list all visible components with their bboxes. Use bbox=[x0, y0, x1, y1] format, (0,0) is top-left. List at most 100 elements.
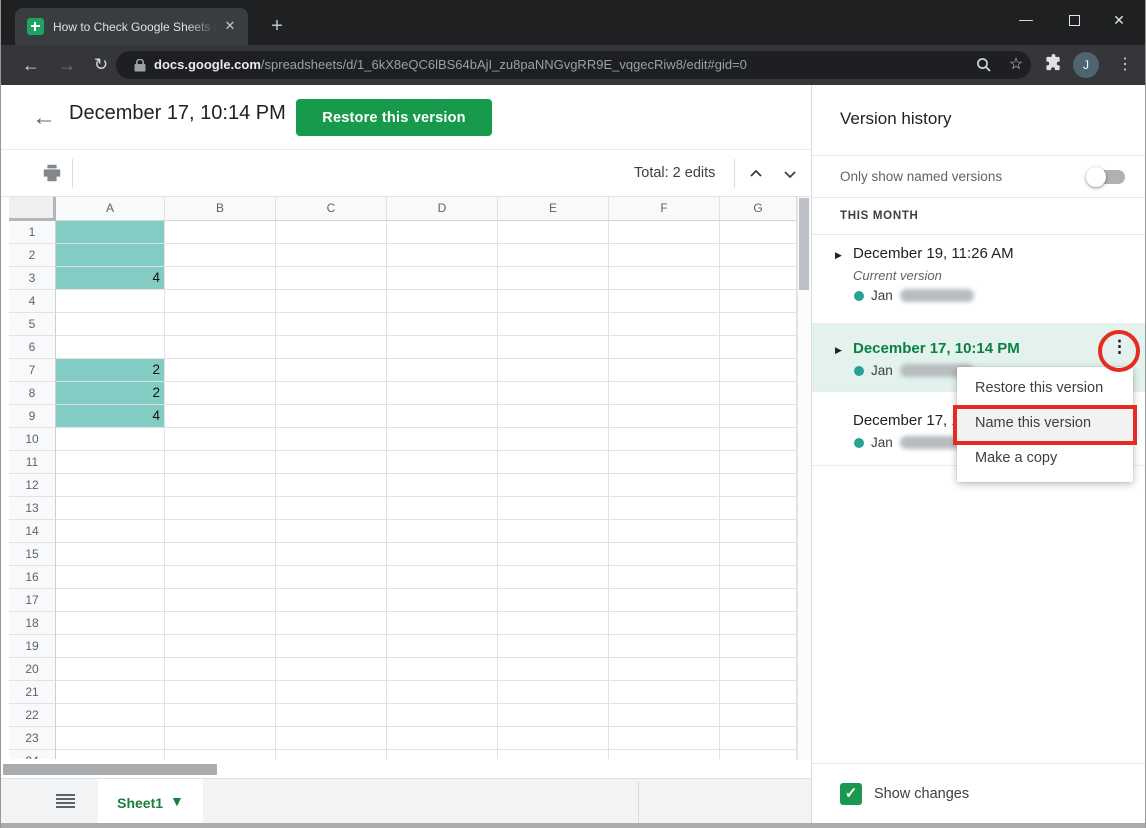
cell-F16 bbox=[609, 566, 720, 589]
row-header-20[interactable]: 20 bbox=[9, 658, 56, 681]
window-minimize-button[interactable]: — bbox=[1019, 11, 1033, 27]
author-name: Jan bbox=[871, 363, 893, 378]
row-header-8[interactable]: 8 bbox=[9, 382, 56, 405]
author-name: Jan bbox=[871, 288, 893, 303]
cell-C3 bbox=[276, 267, 387, 290]
show-changes-checkbox[interactable]: ✓ bbox=[840, 783, 862, 805]
previous-edit-icon[interactable] bbox=[744, 162, 768, 186]
row-header-13[interactable]: 13 bbox=[9, 497, 56, 520]
grid-row: 6 bbox=[9, 336, 797, 359]
cell-B24 bbox=[165, 750, 276, 759]
column-header-F[interactable]: F bbox=[609, 197, 720, 221]
zoom-icon[interactable] bbox=[976, 57, 992, 78]
print-icon[interactable] bbox=[41, 162, 63, 189]
back-icon[interactable]: ← bbox=[22, 55, 40, 75]
cell-D19 bbox=[387, 635, 498, 658]
address-bar[interactable]: docs.google.com/spreadsheets/d/1_6kX8eQC… bbox=[116, 51, 1031, 79]
cell-A11 bbox=[56, 451, 165, 474]
row-header-17[interactable]: 17 bbox=[9, 589, 56, 612]
row-header-23[interactable]: 23 bbox=[9, 727, 56, 750]
row-header-7[interactable]: 7 bbox=[9, 359, 56, 382]
menu-item-name-version[interactable]: Name this version bbox=[957, 406, 1133, 441]
extensions-icon[interactable] bbox=[1044, 54, 1063, 78]
cell-E11 bbox=[498, 451, 609, 474]
author-name-redacted bbox=[899, 364, 974, 377]
cell-E14 bbox=[498, 520, 609, 543]
horizontal-scrollbar-thumb[interactable] bbox=[3, 764, 217, 775]
expand-triangle-icon[interactable]: ▶ bbox=[835, 250, 842, 260]
column-header-C[interactable]: C bbox=[276, 197, 387, 221]
cell-C5 bbox=[276, 313, 387, 336]
row-header-4[interactable]: 4 bbox=[9, 290, 56, 313]
cell-E22 bbox=[498, 704, 609, 727]
row-header-14[interactable]: 14 bbox=[9, 520, 56, 543]
cell-D14 bbox=[387, 520, 498, 543]
new-tab-button[interactable]: + bbox=[271, 15, 283, 37]
row-header-19[interactable]: 19 bbox=[9, 635, 56, 658]
back-arrow-icon[interactable]: ← bbox=[32, 104, 56, 131]
bookmark-star-icon[interactable]: ☆ bbox=[1008, 56, 1024, 73]
named-versions-toggle[interactable] bbox=[1086, 167, 1125, 187]
cell-A8: 2 bbox=[56, 382, 165, 405]
version-item-current[interactable]: ▶ December 19, 11:26 AM Current version … bbox=[812, 235, 1145, 324]
all-sheets-icon[interactable] bbox=[56, 794, 75, 808]
cell-G2 bbox=[720, 244, 797, 267]
author-name-redacted bbox=[899, 289, 974, 302]
window-close-button[interactable]: ✕ bbox=[1113, 12, 1125, 28]
row-header-18[interactable]: 18 bbox=[9, 612, 56, 635]
row-header-12[interactable]: 12 bbox=[9, 474, 56, 497]
browser-tab[interactable]: How to Check Google Sheets Edi ✕ bbox=[15, 8, 248, 45]
column-header-G[interactable]: G bbox=[720, 197, 797, 221]
version-item[interactable]: December 17, 1 Jan bbox=[812, 392, 1145, 466]
vertical-scrollbar[interactable] bbox=[797, 197, 810, 760]
row-header-16[interactable]: 16 bbox=[9, 566, 56, 589]
version-header: ← December 17, 10:14 PM Restore this ver… bbox=[1, 85, 811, 150]
grid-corner-cell[interactable] bbox=[9, 197, 56, 221]
restore-version-button[interactable]: Restore this version bbox=[296, 99, 492, 136]
vertical-scrollbar-thumb[interactable] bbox=[799, 198, 809, 290]
column-header-A[interactable]: A bbox=[56, 197, 165, 221]
toolbar-divider bbox=[72, 159, 73, 188]
window-maximize-button[interactable] bbox=[1059, 7, 1089, 33]
cell-C10 bbox=[276, 428, 387, 451]
version-options-icon[interactable]: ⋮ bbox=[1111, 337, 1128, 356]
grid-row: 1 bbox=[9, 221, 797, 244]
cell-C7 bbox=[276, 359, 387, 382]
horizontal-scrollbar[interactable] bbox=[1, 762, 811, 778]
column-header-D[interactable]: D bbox=[387, 197, 498, 221]
row-header-10[interactable]: 10 bbox=[9, 428, 56, 451]
cell-B20 bbox=[165, 658, 276, 681]
browser-menu-icon[interactable]: ⋮ bbox=[1117, 56, 1133, 73]
row-header-21[interactable]: 21 bbox=[9, 681, 56, 704]
row-header-11[interactable]: 11 bbox=[9, 451, 56, 474]
row-header-6[interactable]: 6 bbox=[9, 336, 56, 359]
forward-icon[interactable]: → bbox=[58, 55, 76, 75]
row-header-5[interactable]: 5 bbox=[9, 313, 56, 336]
cell-A3: 4 bbox=[56, 267, 165, 290]
profile-avatar[interactable]: J bbox=[1073, 52, 1099, 78]
expand-triangle-icon[interactable]: ▶ bbox=[835, 345, 842, 355]
reload-icon[interactable]: ↻ bbox=[93, 55, 109, 74]
row-header-22[interactable]: 22 bbox=[9, 704, 56, 727]
sheet-tab-sheet1[interactable]: Sheet1 ▼ bbox=[98, 779, 203, 824]
menu-item-make-copy[interactable]: Make a copy bbox=[975, 450, 1058, 466]
menu-item-restore[interactable]: Restore this version bbox=[975, 380, 1104, 396]
row-header-1[interactable]: 1 bbox=[9, 221, 56, 244]
cell-B17 bbox=[165, 589, 276, 612]
cell-E5 bbox=[498, 313, 609, 336]
row-header-2[interactable]: 2 bbox=[9, 244, 56, 267]
cell-C12 bbox=[276, 474, 387, 497]
cell-A9: 4 bbox=[56, 405, 165, 428]
column-header-E[interactable]: E bbox=[498, 197, 609, 221]
column-header-B[interactable]: B bbox=[165, 197, 276, 221]
next-edit-icon[interactable] bbox=[778, 162, 802, 186]
row-header-15[interactable]: 15 bbox=[9, 543, 56, 566]
cell-D23 bbox=[387, 727, 498, 750]
cell-C6 bbox=[276, 336, 387, 359]
cell-G11 bbox=[720, 451, 797, 474]
tab-close-icon[interactable]: ✕ bbox=[224, 18, 236, 33]
row-header-3[interactable]: 3 bbox=[9, 267, 56, 290]
row-header-9[interactable]: 9 bbox=[9, 405, 56, 428]
row-header-24[interactable]: 24 bbox=[9, 750, 56, 759]
